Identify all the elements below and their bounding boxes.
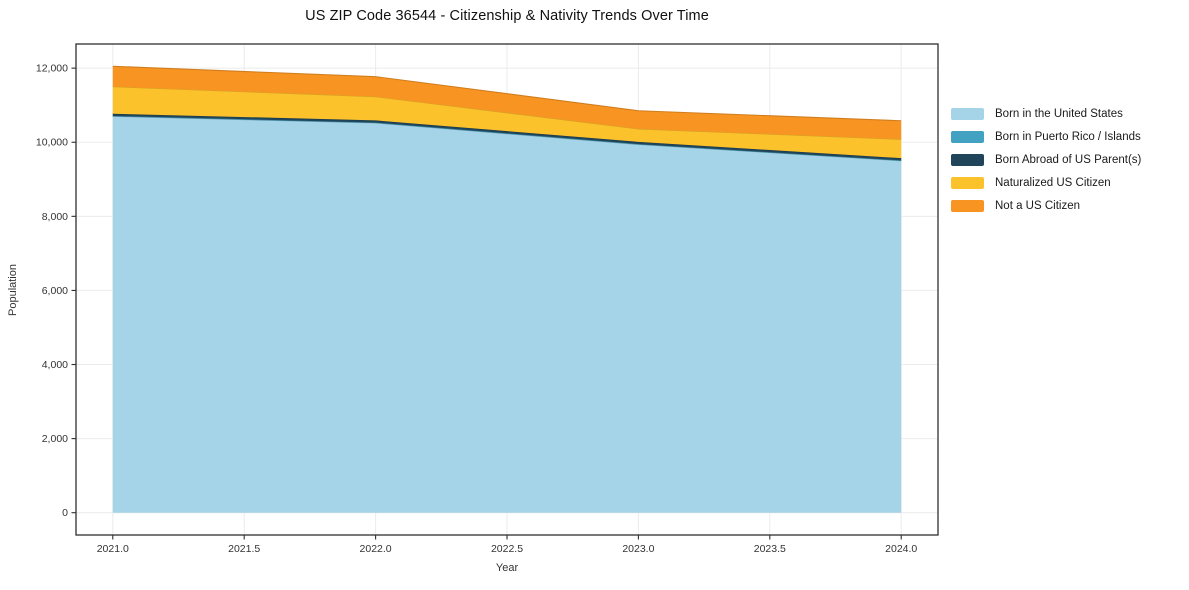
legend-label: Born in Puerto Rico / Islands	[995, 130, 1141, 143]
y-axis-label: Population	[7, 264, 19, 316]
legend-item: Born Abroad of US Parent(s)	[951, 148, 1141, 171]
x-axis-label: Year	[496, 562, 519, 574]
legend-item: Born in the United States	[951, 102, 1141, 125]
legend-item: Born in Puerto Rico / Islands	[951, 125, 1141, 148]
legend-label: Naturalized US Citizen	[995, 176, 1111, 189]
legend: Born in the United States Born in Puerto …	[951, 102, 1141, 217]
legend-item: Not a US Citizen	[951, 194, 1141, 217]
x-tick-label: 2021.0	[97, 543, 129, 555]
x-tick-label: 2024.0	[885, 543, 917, 555]
area-series	[112, 66, 902, 140]
y-tick-labels: 0 2,000 4,000 6,000 8,000 10,000 12,000	[36, 63, 68, 520]
x-tick-label: 2022.0	[360, 543, 392, 555]
legend-swatch-icon	[951, 199, 984, 212]
y-tick-label: 10,000	[36, 137, 68, 149]
legend-swatch-icon	[951, 130, 984, 143]
area-series	[112, 86, 902, 159]
y-tick-label: 8,000	[42, 211, 68, 223]
legend-label: Not a US Citizen	[995, 199, 1081, 212]
axis-ticks	[71, 67, 902, 540]
y-tick-label: 12,000	[36, 63, 68, 75]
legend-swatch-icon	[951, 107, 984, 120]
y-tick-label: 0	[62, 507, 68, 519]
legend-label: Born Abroad of US Parent(s)	[995, 153, 1142, 166]
x-tick-label: 2023.5	[754, 543, 786, 555]
y-tick-label: 6,000	[42, 285, 68, 297]
x-tick-label: 2021.5	[228, 543, 260, 555]
x-tick-labels: 2021.0 2021.5 2022.0 2022.5 2023.0 2023.5 2024…	[97, 543, 918, 555]
x-tick-label: 2023.0	[622, 543, 654, 555]
legend-swatch-icon	[951, 153, 984, 166]
x-tick-label: 2022.5	[491, 543, 523, 555]
y-tick-label: 2,000	[42, 433, 68, 445]
stacked-areas	[112, 65, 902, 513]
y-tick-label: 4,000	[42, 359, 68, 371]
area-series	[112, 116, 902, 513]
legend-label: Born in the United States	[995, 107, 1123, 120]
area-top-edge	[112, 65, 902, 122]
chart-title: US ZIP Code 36544 - Citizenship & Nativi…	[305, 8, 709, 24]
legend-swatch-icon	[951, 176, 984, 189]
legend-item: Naturalized US Citizen	[951, 171, 1141, 194]
